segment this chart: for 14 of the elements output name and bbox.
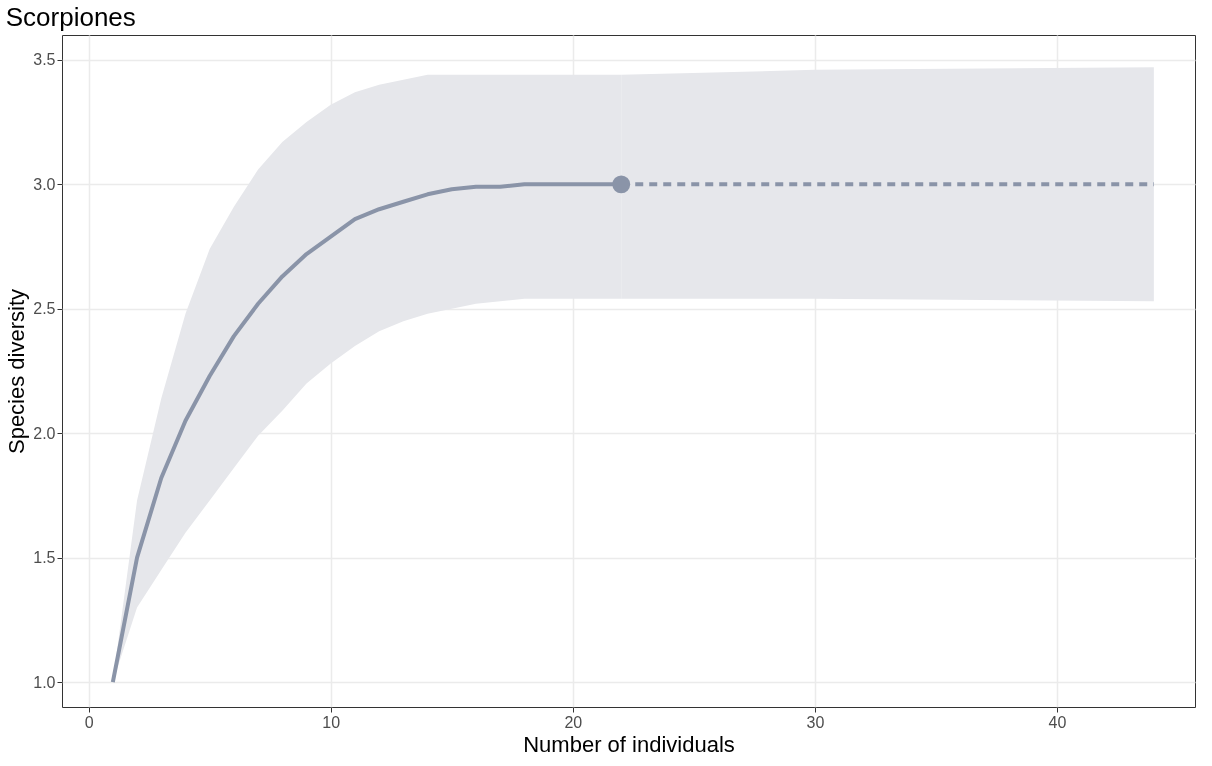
x-tick-label: 10 — [322, 713, 341, 731]
x-tick-label: 40 — [1048, 713, 1067, 731]
y-tick-label: 2.5 — [33, 300, 56, 318]
y-tick-label: 1.0 — [33, 673, 56, 691]
y-tick-label: 2.0 — [33, 424, 56, 442]
x-tick-label: 30 — [806, 713, 825, 731]
x-axis-title: Number of individuals — [523, 731, 735, 757]
y-tick-label: 3.0 — [33, 175, 56, 193]
chart-title: Scorpiones — [5, 2, 136, 32]
x-tick-label: 20 — [564, 713, 583, 731]
y-tick-label: 3.5 — [33, 51, 56, 69]
x-tick-label: 0 — [84, 713, 94, 731]
y-axis-title: Species diversity — [4, 288, 30, 455]
y-tick-label: 1.5 — [33, 549, 56, 567]
